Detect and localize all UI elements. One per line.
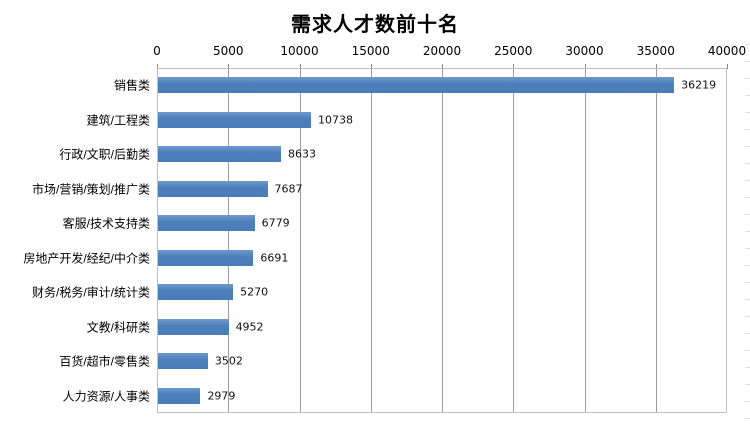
worksheet-gridline-edge-marks <box>745 44 750 423</box>
x-axis-tick-mark <box>299 64 301 69</box>
bar-value-label: 6779 <box>261 216 290 230</box>
bar-value-label: 4952 <box>235 320 264 334</box>
chart-row: 建筑/工程类 10738 <box>0 103 750 138</box>
gridline <box>655 69 657 412</box>
category-label: 市场/营销/策划/推广类 <box>31 182 150 197</box>
bar <box>158 284 234 301</box>
x-axis-tick-mark <box>513 64 515 69</box>
x-axis-tick-mark <box>655 64 657 69</box>
chart-row: 文教/科研类 4952 <box>0 310 750 345</box>
category-label: 人力资源/人事类 <box>62 389 150 404</box>
bar <box>158 353 208 370</box>
x-axis-tick-mark <box>727 64 728 69</box>
category-label: 销售类 <box>113 78 150 93</box>
x-axis-tick-label: 15000 <box>351 44 390 58</box>
bar-value-label: 8633 <box>288 147 317 161</box>
gridline <box>299 69 301 412</box>
category-label: 行政/文职/后勤类 <box>59 147 150 162</box>
gridline <box>370 69 372 412</box>
chart-row: 销售类 36219 <box>0 68 750 103</box>
x-axis-tick-mark <box>370 64 372 69</box>
bar-value-label: 10738 <box>318 113 354 127</box>
gridline <box>442 69 443 412</box>
x-axis-tick-mark <box>228 64 230 69</box>
chart-title: 需求人才数前十名 <box>291 14 459 36</box>
bar <box>158 180 268 197</box>
chart-row: 房地产开发/经纪/中介类 6691 <box>0 241 750 276</box>
bar <box>158 77 675 94</box>
x-axis-tick-label: 25000 <box>494 44 533 58</box>
category-label: 房地产开发/经纪/中介类 <box>23 251 150 266</box>
category-label: 财务/税务/审计/统计类 <box>31 285 150 300</box>
chart-row: 市场/营销/策划/推广类 7687 <box>0 172 750 207</box>
gridline <box>513 69 515 412</box>
chart-row: 客服/技术支持类 6779 <box>0 206 750 241</box>
chart-row: 财务/税务/审计/统计类 5270 <box>0 275 750 310</box>
bar <box>158 249 254 266</box>
x-axis-tick-label: 30000 <box>565 44 604 58</box>
bar <box>158 146 282 163</box>
chart-row: 行政/文职/后勤类 8633 <box>0 137 750 172</box>
gridline <box>584 69 586 412</box>
x-axis-tick-mark <box>442 64 443 69</box>
bar-value-label: 5270 <box>240 285 269 299</box>
bar <box>158 387 201 404</box>
bar <box>158 318 229 335</box>
bar <box>158 111 312 128</box>
category-label: 建筑/工程类 <box>86 113 150 128</box>
bar-value-label: 6691 <box>260 251 289 265</box>
category-label: 客服/技术支持类 <box>62 216 150 231</box>
x-axis-tick-label: 5000 <box>212 44 244 58</box>
category-label: 文教/科研类 <box>86 320 150 335</box>
x-axis-tick-label: 40000 <box>707 44 747 58</box>
x-axis-tick-label: 35000 <box>636 44 675 58</box>
bar-value-label: 36219 <box>681 78 717 92</box>
bar-value-label: 7687 <box>274 182 303 196</box>
bar-value-label: 3502 <box>214 354 243 368</box>
bar <box>158 215 255 232</box>
chart-row: 百货/超市/零售类 3502 <box>0 344 750 379</box>
x-axis-tick-label: 20000 <box>422 44 462 58</box>
x-axis-tick-label: 0 <box>153 44 161 58</box>
gridline <box>228 69 230 412</box>
bar-value-label: 2979 <box>207 389 236 403</box>
x-axis-tick-mark <box>584 64 586 69</box>
chart-row: 人力资源/人事类 2979 <box>0 379 750 414</box>
category-label: 百货/超市/零售类 <box>59 354 150 369</box>
x-axis-tick-mark <box>157 64 158 69</box>
x-axis-tick-label: 10000 <box>280 44 319 58</box>
